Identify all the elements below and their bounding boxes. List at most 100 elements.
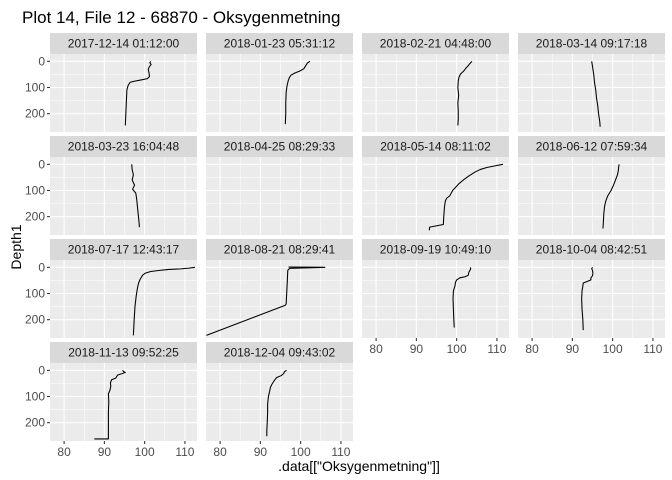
facet-panel: 2018-03-23 16:04:48 0 100 200 [25,136,197,235]
x-tick-label: 110 [487,342,506,356]
series-line [124,61,152,126]
x-tick-label: 110 [175,445,194,459]
y-tick-label: 0 [38,260,45,274]
y-tick-label: 100 [25,81,45,95]
y-axis-title: Depth1 [8,224,24,269]
x-tick-label: 90 [98,445,112,459]
y-tick-label: 0 [38,363,45,377]
panel-background [362,260,509,338]
x-tick-label: 80 [369,342,383,356]
facet-strip [362,136,509,157]
y-tick-label: 100 [25,184,45,198]
facet-strip [206,239,353,260]
facet-panel: 2018-09-19 10:49:10 80 90 100 110 [362,239,509,356]
facet-strip [362,239,509,260]
series-line [428,163,504,231]
x-tick-label: 80 [525,342,539,356]
panel-background [206,157,353,235]
facet-label: 2018-03-23 16:04:48 [68,140,180,154]
x-tick-label: 90 [254,445,268,459]
panel-background [50,260,197,338]
series-line [602,164,620,229]
series-line [284,60,311,125]
facet-label: 2018-11-13 09:52:25 [68,346,179,360]
panel-background [518,157,665,235]
series-line [581,267,594,331]
facet-panel: 2018-07-17 12:43:17 0 100 200 [25,239,197,338]
facet-label: 2018-05-14 08:11:02 [380,140,491,154]
facet-label: 2017-12-14 01:12:00 [68,37,180,51]
facet-strip [206,342,353,363]
facet-label: 2018-07-17 12:43:17 [68,243,180,257]
x-tick-label: 110 [331,445,350,459]
series-line [591,61,601,127]
facet-strip [518,239,665,260]
facet-label: 2018-09-19 10:49:10 [380,243,492,257]
facet-label: 2018-02-21 04:48:00 [380,37,492,51]
x-tick-label: 90 [410,342,424,356]
facet-label: 2018-08-21 08:29:41 [224,243,336,257]
facet-panel: 2018-02-21 04:48:00 [362,33,509,132]
facet-strip [518,33,665,54]
y-tick-label: 0 [38,54,45,68]
x-tick-label: 90 [566,342,580,356]
y-tick-label: 100 [25,390,45,404]
x-tick-label: 100 [603,342,623,356]
x-tick-label: 100 [135,445,155,459]
x-tick-label: 80 [213,445,227,459]
facet-strip [206,33,353,54]
panel-background [518,54,665,132]
facet-panel: 2018-11-13 09:52:25 0 100 200 80 90 100 110 [25,342,197,459]
y-tick-label: 200 [25,107,45,121]
panel-background [50,363,197,441]
y-tick-label: 200 [25,416,45,430]
panel-background [518,260,665,338]
facet-label: 2018-01-23 05:31:12 [224,37,336,51]
panel-background [206,54,353,132]
x-tick-label: 80 [57,445,71,459]
panel-background [50,54,197,132]
panel-background [362,157,509,235]
y-tick-label: 200 [25,210,45,224]
facet-label: 2018-12-04 09:43:02 [224,346,336,360]
panel-background [50,157,197,235]
facet-label: 2018-04-25 08:29:33 [224,140,336,154]
facet-label: 2018-03-14 09:17:18 [536,37,648,51]
facet-strip [50,33,197,54]
series-line [131,164,140,228]
panel-background [206,363,353,441]
facet-panel: 2018-06-12 07:59:34 [518,136,665,235]
facet-panel: 2018-03-14 09:17:18 [518,33,665,132]
facet-label: 2018-10-04 08:42:51 [536,243,648,257]
facet-panel: 2018-04-25 08:29:33 [206,136,353,235]
panel-background [206,260,353,338]
facet-panel: 2018-08-21 08:29:41 [206,239,353,338]
facet-panel: 2018-10-04 08:42:51 80 90 100 110 [518,239,665,356]
series-line [457,60,473,126]
facet-strip [518,136,665,157]
facet-strip [206,136,353,157]
x-tick-label: 110 [643,342,662,356]
facet-strip [50,239,197,260]
y-tick-label: 100 [25,287,45,301]
x-axis-title: .data[["Oksygenmetning"]] [278,458,440,474]
facet-strip [362,33,509,54]
panel-background [362,54,509,132]
series-line [452,267,472,328]
y-tick-label: 0 [38,157,45,171]
facet-panel: 2018-05-14 08:11:02 [362,136,509,235]
facet-panel: 2018-12-04 09:43:02 80 90 100 110 [206,342,353,459]
plot-title: Plot 14, File 12 - 68870 - Oksygenmetnin… [22,8,340,27]
facet-grid: 2017-12-14 01:12:00 0 100 200 2018-01-23 05:… [25,33,665,459]
facet-strip [50,136,197,157]
x-tick-label: 100 [447,342,467,356]
y-tick-label: 200 [25,313,45,327]
facet-label: 2018-06-12 07:59:34 [536,140,648,154]
x-tick-label: 100 [291,445,311,459]
series-line [266,369,287,437]
series-line [94,369,126,440]
facet-strip [50,342,197,363]
series-line [132,266,196,336]
facet-panel: 2017-12-14 01:12:00 0 100 200 [25,33,197,132]
